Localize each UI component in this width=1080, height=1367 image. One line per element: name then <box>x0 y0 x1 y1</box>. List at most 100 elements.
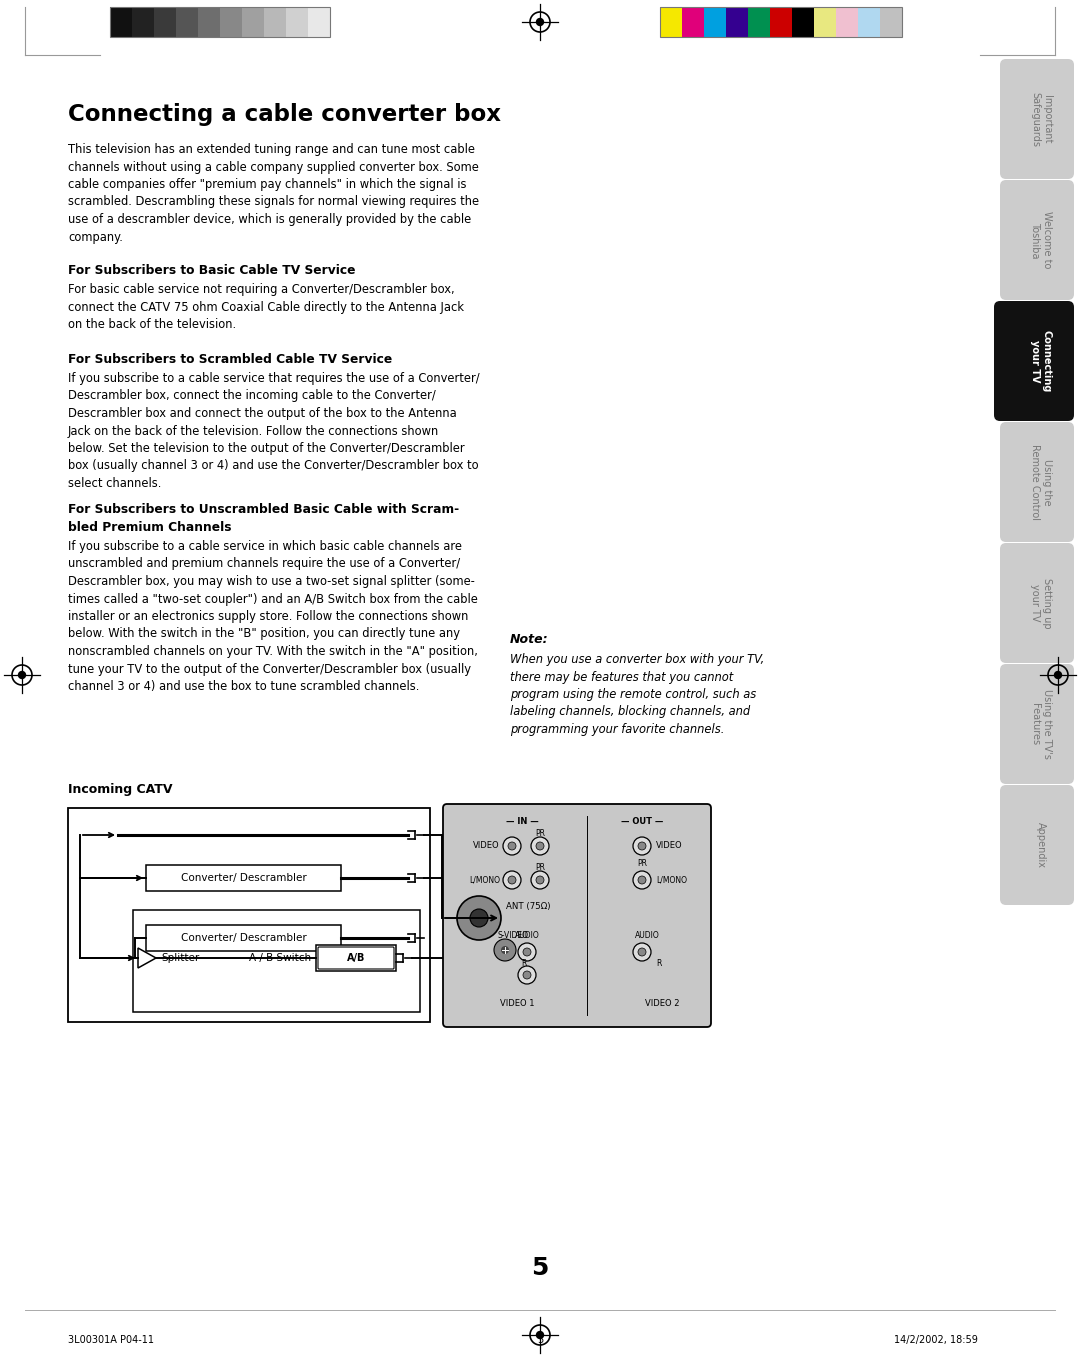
Text: ANT (75Ω): ANT (75Ω) <box>507 901 551 910</box>
Circle shape <box>638 876 646 884</box>
Text: When you use a converter box with your TV,
there may be features that you cannot: When you use a converter box with your T… <box>510 653 765 735</box>
Text: For Subscribers to Basic Cable TV Service: For Subscribers to Basic Cable TV Servic… <box>68 264 355 278</box>
FancyBboxPatch shape <box>318 947 394 969</box>
Text: Connecting
your TV: Connecting your TV <box>1030 329 1052 392</box>
Circle shape <box>523 971 531 979</box>
FancyBboxPatch shape <box>1000 785 1074 905</box>
Circle shape <box>531 837 549 854</box>
Bar <box>880 7 902 37</box>
Circle shape <box>531 871 549 889</box>
Text: 3L00301A P04-11: 3L00301A P04-11 <box>68 1336 154 1345</box>
Text: Incoming CATV: Incoming CATV <box>68 783 173 796</box>
Text: Using the
Remote Control: Using the Remote Control <box>1030 444 1052 519</box>
Text: Splitter: Splitter <box>161 953 199 962</box>
Text: R: R <box>656 960 661 968</box>
Text: — OUT —: — OUT — <box>621 817 663 827</box>
Text: Converter/ Descrambler: Converter/ Descrambler <box>180 934 307 943</box>
Bar <box>770 7 792 37</box>
Bar <box>110 7 132 37</box>
Bar <box>726 7 748 37</box>
Bar <box>704 7 726 37</box>
Bar <box>286 7 308 37</box>
Bar <box>660 7 681 37</box>
Text: 5: 5 <box>537 1336 543 1345</box>
Circle shape <box>1054 671 1062 678</box>
Text: Setting up
your TV: Setting up your TV <box>1030 578 1052 629</box>
Bar <box>110 7 330 37</box>
Text: VIDEO 2: VIDEO 2 <box>645 998 679 1007</box>
Bar <box>132 7 154 37</box>
Bar <box>681 7 704 37</box>
Bar <box>133 910 420 1012</box>
Circle shape <box>633 943 651 961</box>
Circle shape <box>18 671 26 678</box>
Text: PR: PR <box>637 858 647 868</box>
FancyBboxPatch shape <box>1000 422 1074 541</box>
Text: This television has an extended tuning range and can tune most cable
channels wi: This television has an extended tuning r… <box>68 144 480 243</box>
Circle shape <box>638 842 646 850</box>
Bar <box>792 7 814 37</box>
Text: — IN —: — IN — <box>505 817 538 827</box>
FancyBboxPatch shape <box>1000 543 1074 663</box>
Bar <box>836 7 858 37</box>
Text: Note:: Note: <box>510 633 549 647</box>
Circle shape <box>518 943 536 961</box>
Circle shape <box>537 1331 543 1338</box>
Text: 14/2/2002, 18:59: 14/2/2002, 18:59 <box>894 1336 978 1345</box>
Bar <box>308 7 330 37</box>
Circle shape <box>523 947 531 956</box>
Text: VIDEO: VIDEO <box>473 842 500 850</box>
Bar <box>748 7 770 37</box>
Text: AUDIO: AUDIO <box>635 931 660 939</box>
Text: PR: PR <box>535 863 545 872</box>
FancyBboxPatch shape <box>1000 664 1074 785</box>
Text: Appendix: Appendix <box>1036 822 1047 868</box>
Circle shape <box>508 876 516 884</box>
Bar <box>220 7 242 37</box>
Text: S-VIDEO: S-VIDEO <box>497 931 528 939</box>
Text: For Subscribers to Unscrambled Basic Cable with Scram-: For Subscribers to Unscrambled Basic Cab… <box>68 503 459 515</box>
Text: A/B: A/B <box>347 953 365 962</box>
Text: If you subscribe to a cable service that requires the use of a Converter/
Descra: If you subscribe to a cable service that… <box>68 372 480 489</box>
Text: PR: PR <box>535 828 545 838</box>
Bar <box>198 7 220 37</box>
Circle shape <box>503 837 521 854</box>
Bar <box>814 7 836 37</box>
Circle shape <box>536 842 544 850</box>
Text: If you subscribe to a cable service in which basic cable channels are
unscramble: If you subscribe to a cable service in w… <box>68 540 477 693</box>
FancyBboxPatch shape <box>1000 180 1074 299</box>
Circle shape <box>508 842 516 850</box>
Bar <box>858 7 880 37</box>
Text: For basic cable service not requiring a Converter/Descrambler box,
connect the C: For basic cable service not requiring a … <box>68 283 464 331</box>
Circle shape <box>633 871 651 889</box>
Circle shape <box>503 871 521 889</box>
Text: Important
Safeguards: Important Safeguards <box>1030 92 1052 146</box>
Text: L/MONO: L/MONO <box>656 875 687 884</box>
Text: bled Premium Channels: bled Premium Channels <box>68 521 231 534</box>
Text: For Subscribers to Scrambled Cable TV Service: For Subscribers to Scrambled Cable TV Se… <box>68 353 392 366</box>
Bar <box>146 925 341 951</box>
Circle shape <box>537 19 543 26</box>
Polygon shape <box>138 947 156 968</box>
Text: Welcome to
Toshiba: Welcome to Toshiba <box>1030 212 1052 269</box>
FancyBboxPatch shape <box>1000 59 1074 179</box>
Circle shape <box>638 947 646 956</box>
Circle shape <box>470 909 488 927</box>
Text: L/MONO: L/MONO <box>469 875 500 884</box>
Text: VIDEO: VIDEO <box>656 842 683 850</box>
Text: AUDIO: AUDIO <box>515 931 539 939</box>
FancyBboxPatch shape <box>443 804 711 1027</box>
Text: Using the TV's
Features: Using the TV's Features <box>1030 689 1052 759</box>
Bar <box>316 945 396 971</box>
Bar <box>242 7 264 37</box>
Text: R: R <box>522 960 527 968</box>
Circle shape <box>501 946 509 954</box>
Text: 5: 5 <box>531 1256 549 1280</box>
Bar <box>146 865 341 891</box>
Circle shape <box>536 876 544 884</box>
Text: Connecting a cable converter box: Connecting a cable converter box <box>68 103 501 126</box>
Bar <box>264 7 286 37</box>
Text: A / B Switch: A / B Switch <box>248 953 311 962</box>
Bar <box>176 7 198 37</box>
Text: VIDEO 1: VIDEO 1 <box>500 998 535 1007</box>
